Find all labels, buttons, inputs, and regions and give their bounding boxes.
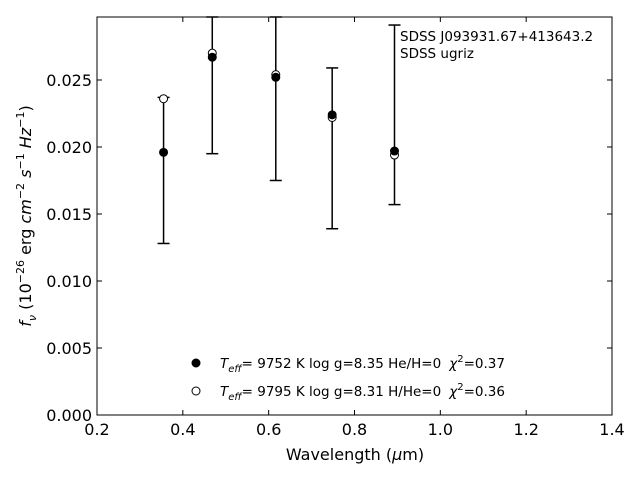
- y-tick-label: 0.015: [46, 205, 92, 224]
- error-bar: [157, 96, 170, 245]
- data-point-filled: [389, 146, 399, 156]
- error-bar: [206, 16, 219, 155]
- legend: Teff= 9752 K log g=8.35 He/H=0 χ2=0.37 Tef…: [191, 354, 505, 403]
- legend-label: Teff= 9752 K log g=8.35 He/H=0 χ2=0.37: [220, 354, 505, 375]
- error-bar: [388, 24, 401, 206]
- legend-marker-filled: [191, 358, 201, 368]
- x-tick-label: 1.0: [428, 420, 453, 439]
- error-bar: [326, 67, 339, 230]
- y-tick-label: 0.025: [46, 71, 92, 90]
- legend-label: Teff= 9795 K log g=8.31 H/He=0 χ2=0.36: [220, 382, 505, 403]
- error-bar: [269, 16, 282, 182]
- data-point-filled: [327, 110, 337, 120]
- x-tick-label: 0.8: [342, 420, 367, 439]
- annotation-object-name: SDSS J093931.67+413643.2: [400, 29, 593, 45]
- data-point-filled: [159, 147, 169, 157]
- x-tick-label: 0.4: [170, 420, 195, 439]
- y-tick-label: 0.020: [46, 138, 92, 157]
- data-point-filled: [271, 72, 281, 82]
- y-tick-label: 0.000: [46, 406, 92, 425]
- x-tick-label: 0.2: [84, 420, 109, 439]
- y-axis-label-group: fν (10−26 erg cm−2 s−1 Hz−1): [14, 105, 39, 326]
- ticks-layer: 0.2 0.4 0.6 0.8 1.0 1.2 1.4 0.000 0.005 0.010 0.01…: [46, 17, 625, 439]
- x-axis-label-prefix: Wavelength (: [286, 445, 392, 464]
- x-tick-label: 1.4: [599, 420, 624, 439]
- plot-layer: [157, 16, 401, 245]
- x-axis-label-mu: μ: [391, 445, 402, 464]
- legend-entry: Teff= 9752 K log g=8.35 He/H=0 χ2=0.37: [191, 354, 505, 375]
- annotation-filter-set: SDSS ugriz: [400, 46, 474, 62]
- y-axis-label: fν (10−26 erg cm−2 s−1 Hz−1): [14, 105, 39, 326]
- x-axis-label: Wavelength (μm): [286, 445, 424, 464]
- data-point-open: [159, 94, 169, 104]
- x-tick-label: 0.6: [256, 420, 281, 439]
- y-tick-label: 0.010: [46, 272, 92, 291]
- x-axis-label-unit: m): [402, 445, 424, 464]
- y-tick-label: 0.005: [46, 339, 92, 358]
- legend-marker-open: [191, 386, 201, 396]
- data-point-filled: [207, 52, 217, 62]
- x-tick-label: 1.2: [513, 420, 538, 439]
- legend-entry: Teff= 9795 K log g=8.31 H/He=0 χ2=0.36: [191, 382, 505, 403]
